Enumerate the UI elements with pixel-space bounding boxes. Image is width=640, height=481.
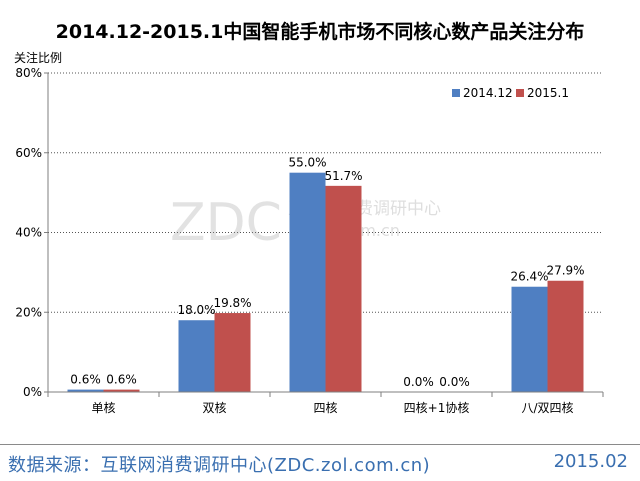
data-label: 55.0% — [288, 156, 326, 170]
legend-swatch — [516, 89, 524, 97]
data-label: 27.9% — [546, 264, 584, 278]
bar-series-1 — [67, 389, 104, 392]
y-tick-label: 20% — [15, 305, 42, 319]
x-tick-label: 八/双四核 — [521, 401, 573, 415]
data-label: 26.4% — [510, 270, 548, 284]
y-tick-label: 60% — [15, 146, 42, 160]
x-tick-label: 四核 — [313, 401, 337, 415]
data-label: 0.6% — [70, 373, 101, 387]
x-tick-label: 双核 — [202, 401, 226, 415]
bar-series-2 — [103, 389, 140, 392]
bar-series-1 — [511, 286, 548, 392]
data-label: 51.7% — [324, 169, 362, 183]
watermark-logo: ZDC — [170, 193, 282, 253]
bar-series-2 — [214, 313, 251, 392]
legend-swatch — [452, 89, 460, 97]
chart-title: 2014.12-2015.1中国智能手机市场不同核心数产品关注分布 — [56, 20, 585, 43]
legend-label: 2015.1 — [527, 86, 569, 100]
footer-date: 2015.02 — [553, 451, 628, 472]
data-label: 0.6% — [106, 373, 137, 387]
bar-series-2 — [547, 280, 584, 392]
bars: 0.6% 0.6% 18.0%19.8% 55.0%51.7% 0.0% 0.0% 26.4… — [67, 156, 585, 392]
y-tick-label: 40% — [15, 226, 42, 240]
legend-label: 2014.12 — [463, 86, 513, 100]
data-label: 19.8% — [213, 296, 251, 310]
footer-source: 数据来源：互联网消费调研中心(ZDC.zol.com.cn) — [8, 455, 431, 476]
data-label: 0.0% — [403, 375, 434, 389]
data-label: 18.0% — [177, 303, 215, 317]
axes: 0% 20% 40% 60% 80% 单核 双核 四核 四核+1协核 八/双四核 — [15, 66, 604, 415]
data-label: 0.0% — [439, 375, 470, 389]
bar-series-1 — [289, 172, 326, 392]
x-tick-label: 四核+1协核 — [404, 400, 470, 415]
chart-svg: 2014.12-2015.1中国智能手机市场不同核心数产品关注分布 关注比例 Z… — [14, 20, 604, 415]
bar-series-2 — [325, 185, 362, 392]
bar-series-1 — [178, 320, 215, 392]
y-tick-label: 0% — [23, 385, 42, 399]
legend: 2014.12 2015.1 — [452, 86, 569, 100]
x-tick-label: 单核 — [91, 401, 115, 415]
y-axis-label: 关注比例 — [14, 50, 62, 65]
grid-lines — [48, 72, 603, 313]
y-tick-label: 80% — [15, 66, 42, 80]
footer: 数据来源：互联网消费调研中心(ZDC.zol.com.cn) 2015.02 — [0, 444, 640, 481]
